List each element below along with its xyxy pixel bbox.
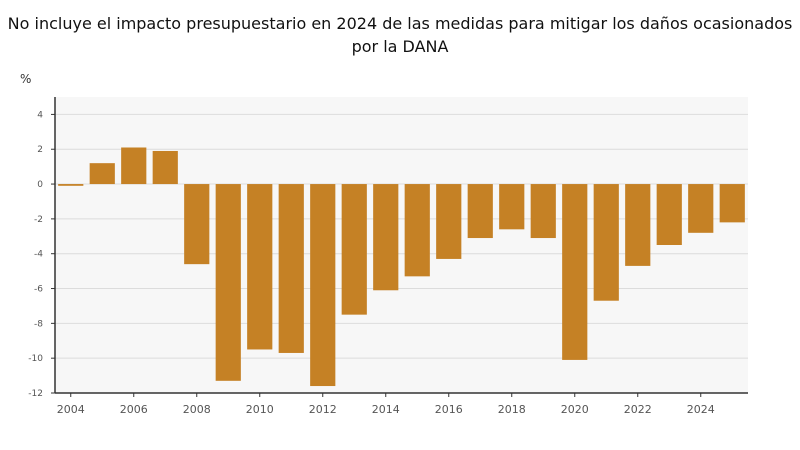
bar-2023	[656, 184, 682, 245]
y-tick-label: 2	[37, 145, 43, 155]
x-tick-label: 2016	[435, 403, 463, 416]
x-tick-label: 2008	[183, 403, 211, 416]
x-tick-label: 2004	[57, 403, 85, 416]
bar-2012	[310, 184, 336, 387]
bar-2015	[404, 184, 430, 277]
y-tick-label: 4	[37, 110, 43, 120]
y-tick-label: -4	[34, 250, 43, 260]
chart-subtitle: No incluye el impacto presupuestario en …	[7, 14, 793, 56]
bar-2021	[593, 184, 619, 301]
bar-2006	[121, 147, 147, 185]
x-tick-label: 2012	[309, 403, 337, 416]
x-tick-label: 2014	[372, 403, 400, 416]
y-tick-label: -8	[34, 319, 43, 329]
bar-2018	[499, 184, 525, 230]
bar-2008	[184, 184, 210, 265]
x-tick-label: 2022	[624, 403, 652, 416]
x-tick-label: 2020	[561, 403, 589, 416]
bar-2013	[341, 184, 367, 315]
bar-2010	[247, 184, 273, 350]
bar-2022	[625, 184, 651, 266]
bar-2020	[562, 184, 588, 360]
bar-2014	[373, 184, 399, 291]
bar-2017	[467, 184, 493, 239]
bar-2004	[58, 184, 84, 186]
y-axis-unit: %	[20, 72, 32, 86]
x-tick-label: 2006	[120, 403, 148, 416]
x-tick-label: 2018	[498, 403, 526, 416]
y-tick-label: -6	[34, 285, 43, 295]
y-tick-label: -10	[28, 354, 43, 364]
bar-2011	[278, 184, 304, 353]
y-tick-label: 0	[37, 180, 43, 190]
bar-2009	[215, 184, 241, 381]
bar-2016	[436, 184, 462, 259]
y-tick-label: -12	[28, 389, 43, 399]
bar-2025	[719, 184, 745, 223]
y-tick-label: -2	[34, 215, 43, 225]
bar-2019	[530, 184, 556, 239]
bar-2024	[688, 184, 714, 233]
x-tick-label: 2010	[246, 403, 274, 416]
bar-2005	[89, 163, 115, 185]
bar-2007	[152, 150, 178, 185]
x-tick-label: 2024	[687, 403, 715, 416]
